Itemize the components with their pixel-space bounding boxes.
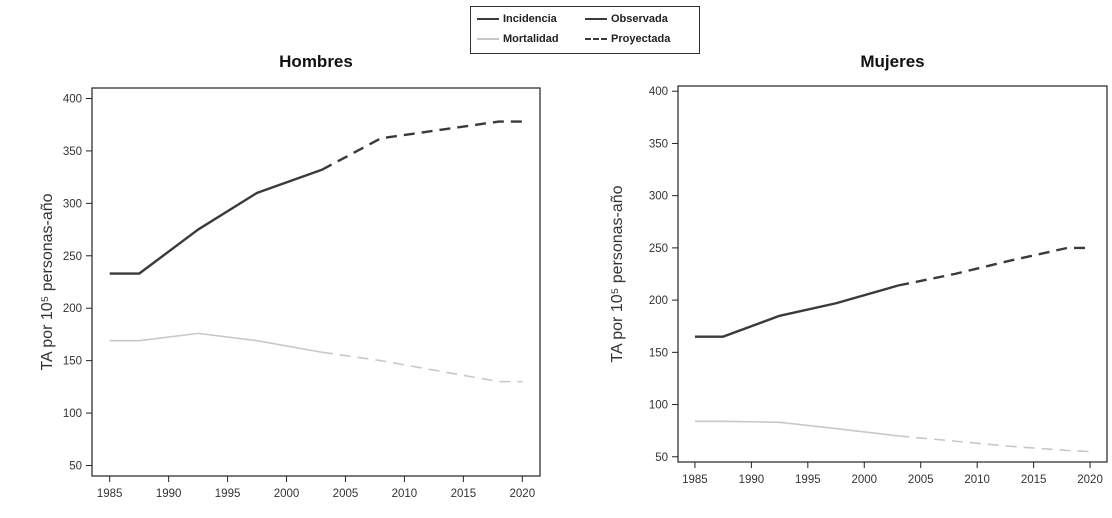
legend-swatch-mortalidad	[477, 38, 499, 41]
legend-item-proyectada: Proyectada	[585, 33, 670, 45]
panel-1-x-tick-label-1985: 1985	[97, 488, 123, 500]
panel-1-y-tick-label-350: 350	[63, 146, 82, 158]
panel-2-x-tick-label-2005: 2005	[908, 474, 934, 486]
panel-2-y-tick-label-400: 400	[649, 86, 668, 98]
panel-2-x-tick-label-1990: 1990	[739, 474, 765, 486]
panel-2-title: Mujeres	[860, 52, 924, 71]
panel-1-x-tick-label-2005: 2005	[333, 488, 359, 500]
panel-1-y-tick-label-200: 200	[63, 303, 82, 315]
panel-2-x-tick-label-1985: 1985	[682, 474, 708, 486]
panel-1-incidencia-projected-line	[321, 120, 523, 171]
panel-2-plot-frame	[677, 85, 1108, 463]
panel-2-mortalidad-observed-line	[694, 420, 899, 437]
panel-2-y-tick-label-350: 350	[649, 138, 668, 150]
panel-1-y-tick-label-300: 300	[63, 198, 82, 210]
panel-2-y-tick-label-100: 100	[649, 400, 668, 412]
panel-2-incidencia-observed-line	[694, 284, 899, 338]
panel-1-title: Hombres	[279, 52, 353, 71]
panel-2-y-tick-label-150: 150	[649, 347, 668, 359]
panel-2-y-axis-title: TA por 10⁵ personas-año	[609, 185, 626, 362]
legend-label-proyectada: Proyectada	[611, 33, 671, 45]
panel-2-y-tick-label-250: 250	[649, 243, 668, 255]
legend-label-incidencia: Incidencia	[503, 13, 557, 25]
panel-1-y-tick-label-250: 250	[63, 251, 82, 263]
panel-1-mortalidad-projected-line	[321, 351, 523, 383]
panel-2-x-tick-label-1995: 1995	[795, 474, 821, 486]
panel-1-y-axis-title: TA por 10⁵ personas-año	[39, 193, 56, 370]
chart-legend: Incidencia Observada Mortalidad Proyecta…	[470, 6, 700, 54]
legend-item-incidencia: Incidencia	[477, 13, 557, 25]
panel-1-x-tick-label-1990: 1990	[156, 488, 182, 500]
panel-1-x-tick-label-1995: 1995	[215, 488, 241, 500]
panel-1-y-tick-label-50: 50	[69, 461, 82, 473]
panel-2-incidencia-projected-line	[897, 246, 1091, 287]
panel-2-x-tick-label-2020: 2020	[1077, 474, 1103, 486]
panel-1-x-tick-label-2015: 2015	[451, 488, 477, 500]
legend-label-mortalidad: Mortalidad	[503, 33, 559, 45]
panel-2-x-tick-label-2000: 2000	[851, 474, 877, 486]
legend-swatch-proyectada	[585, 38, 607, 41]
legend-item-mortalidad: Mortalidad	[477, 33, 559, 45]
panel-1-y-tick-label-400: 400	[63, 93, 82, 105]
panel-1-x-tick-label-2020: 2020	[510, 488, 536, 500]
legend-swatch-observada	[585, 18, 607, 21]
panel-2-y-tick-label-300: 300	[649, 191, 668, 203]
panel-1-plot-frame	[91, 87, 541, 477]
panel-2-y-tick-label-50: 50	[655, 452, 668, 464]
panel-2-y-tick-label-200: 200	[649, 295, 668, 307]
panel-1-y-tick-label-150: 150	[63, 356, 82, 368]
panel-1-y-tick-label-100: 100	[63, 408, 82, 420]
panel-1-x-tick-label-2010: 2010	[392, 488, 418, 500]
panel-2-mortalidad-projected-line	[898, 435, 1091, 453]
legend-label-observada: Observada	[611, 13, 668, 25]
panel-2-x-tick-label-2015: 2015	[1021, 474, 1047, 486]
panel-2-x-tick-label-2010: 2010	[964, 474, 990, 486]
panel-1-incidencia-observed-line	[109, 168, 323, 275]
panel-1-mortalidad-observed-line	[109, 332, 323, 354]
panel-1-x-tick-label-2000: 2000	[274, 488, 300, 500]
legend-swatch-incidencia	[477, 18, 499, 21]
legend-item-observada: Observada	[585, 13, 668, 25]
